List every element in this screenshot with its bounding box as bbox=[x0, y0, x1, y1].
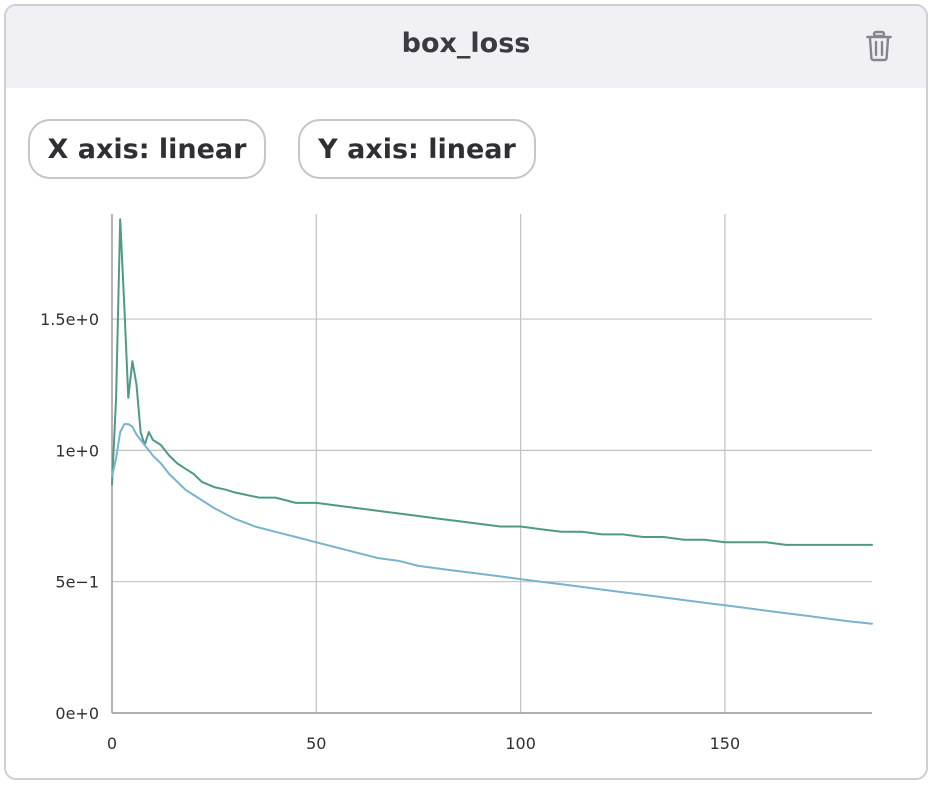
trash-icon[interactable] bbox=[866, 30, 892, 62]
x-axis-scale-button[interactable]: X axis: linear bbox=[28, 119, 266, 179]
y-tick-label: 1e+0 bbox=[55, 441, 99, 460]
x-tick-label: 0 bbox=[107, 734, 117, 753]
panel-title: box_loss bbox=[401, 28, 531, 59]
series-line-1 bbox=[111, 218, 873, 546]
x-tick-label: 100 bbox=[505, 734, 536, 753]
y-axis-scale-button[interactable]: Y axis: linear bbox=[298, 119, 536, 179]
y-tick-label: 0e+0 bbox=[55, 704, 99, 723]
x-tick-label: 150 bbox=[710, 734, 741, 753]
trash-icon-glyph bbox=[866, 30, 892, 62]
y-tick-label: 1.5e+0 bbox=[40, 310, 99, 329]
panel-header: box_loss bbox=[6, 6, 926, 88]
chart-panel: box_loss X axis: linear Y axis: linear 0… bbox=[4, 4, 928, 780]
line-chart: 0 50 100 150 0e+0 5e−1 1e+0 1.5e+0 bbox=[40, 214, 873, 753]
y-tick-label: 5e−1 bbox=[55, 573, 99, 592]
series-line-2 bbox=[111, 423, 873, 625]
x-tick-label: 50 bbox=[306, 734, 326, 753]
